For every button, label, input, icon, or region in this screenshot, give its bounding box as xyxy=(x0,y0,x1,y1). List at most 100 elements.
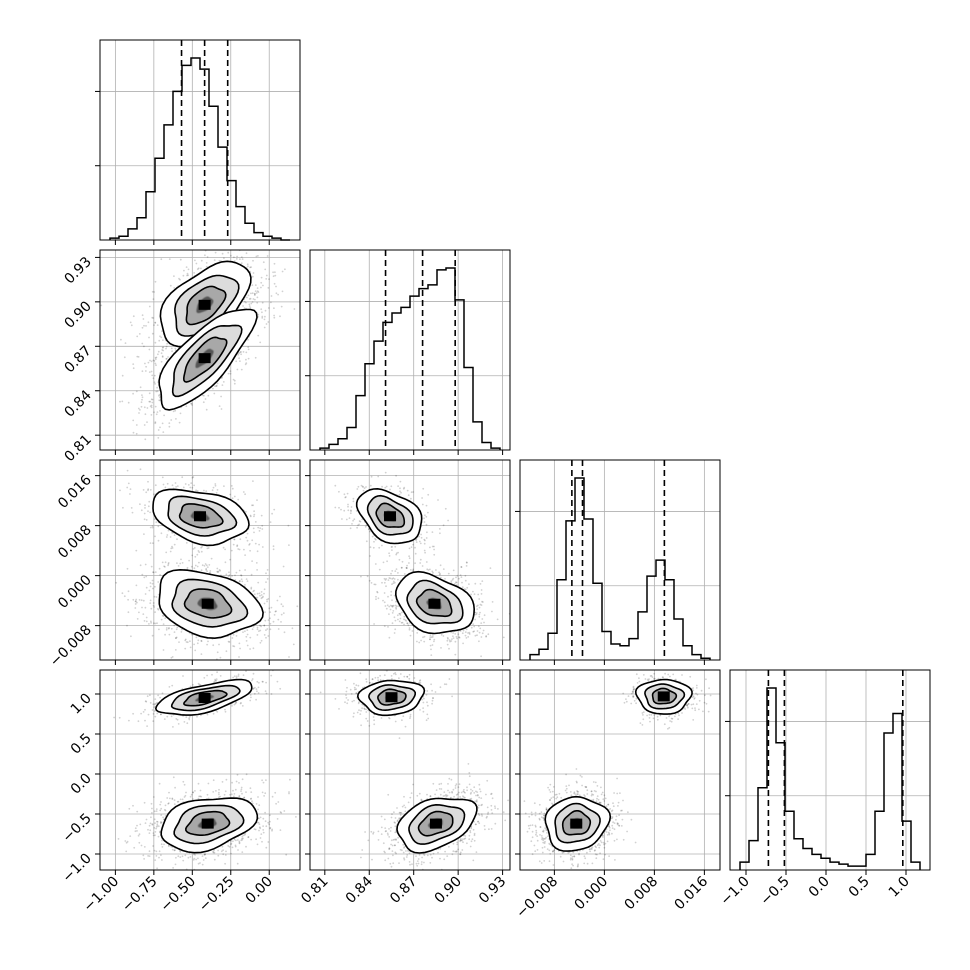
contour-line-level-0 xyxy=(152,488,250,547)
sample-point xyxy=(265,572,267,575)
sample-point xyxy=(173,287,176,289)
sample-point xyxy=(200,546,203,549)
sample-point xyxy=(240,351,242,353)
sample-point xyxy=(204,563,207,565)
sample-point xyxy=(151,332,154,335)
sample-point xyxy=(256,626,259,629)
sample-point xyxy=(171,545,173,548)
sample-point xyxy=(245,227,247,229)
sample-point xyxy=(197,782,200,785)
sample-point xyxy=(275,292,278,295)
sample-point xyxy=(264,315,266,318)
sample-point xyxy=(196,642,199,645)
sample-point xyxy=(161,839,163,842)
sample-point xyxy=(152,571,155,574)
sample-point xyxy=(260,286,262,289)
sample-point xyxy=(153,360,156,362)
sample-point xyxy=(263,592,265,595)
sample-point xyxy=(132,363,135,365)
sample-point xyxy=(247,338,249,341)
sample-point xyxy=(291,627,294,630)
sample-point xyxy=(280,811,283,814)
sample-point xyxy=(180,558,182,561)
sample-point xyxy=(164,633,167,636)
sample-point xyxy=(149,602,152,604)
sample-point xyxy=(163,461,165,463)
sample-point xyxy=(150,360,153,363)
sample-point xyxy=(127,611,130,614)
sample-point xyxy=(246,633,249,636)
sample-point xyxy=(167,562,170,564)
sample-point xyxy=(145,616,148,619)
sample-point xyxy=(153,622,155,625)
sample-point xyxy=(249,798,252,800)
sample-point xyxy=(164,804,167,807)
sample-point xyxy=(267,821,270,824)
sample-point xyxy=(224,790,227,793)
sample-point xyxy=(190,633,193,636)
sample-point xyxy=(225,650,228,653)
sample-point xyxy=(275,285,277,288)
sample-point xyxy=(230,852,232,855)
sample-point xyxy=(258,530,261,532)
sample-point xyxy=(250,586,253,589)
sample-point xyxy=(201,394,204,397)
sample-point xyxy=(261,317,264,319)
sample-point xyxy=(262,829,265,831)
sample-point xyxy=(237,675,240,677)
sample-point xyxy=(255,838,257,841)
sample-point xyxy=(224,548,227,551)
sample-point xyxy=(206,566,209,568)
sample-point xyxy=(176,485,179,487)
sample-point xyxy=(148,500,151,503)
sample-point xyxy=(188,559,191,562)
sample-point xyxy=(216,570,219,573)
sample-point xyxy=(173,624,176,627)
sample-point xyxy=(267,635,270,637)
sample-point xyxy=(168,258,171,260)
histogram-2 xyxy=(529,477,711,660)
sample-point xyxy=(253,515,255,518)
sample-point xyxy=(257,581,260,584)
sample-point xyxy=(256,290,259,292)
sample-point xyxy=(149,599,152,602)
sample-point xyxy=(292,643,295,646)
sample-point xyxy=(126,840,129,843)
sample-point xyxy=(238,357,241,360)
sample-point xyxy=(173,803,176,806)
sample-point xyxy=(157,437,160,439)
sample-point xyxy=(145,586,148,589)
sample-point xyxy=(261,311,263,314)
sample-point xyxy=(149,582,152,584)
marginal-0-frame xyxy=(99,39,301,241)
sample-point xyxy=(191,554,194,557)
sample-point xyxy=(263,795,265,797)
sample-point xyxy=(254,290,257,292)
sample-point xyxy=(251,284,254,286)
sample-point xyxy=(145,818,148,821)
sample-point xyxy=(279,315,281,318)
sample-point xyxy=(217,570,220,573)
sample-point xyxy=(197,862,200,865)
sample-point xyxy=(237,498,240,501)
sample-point xyxy=(261,301,264,304)
contour-line-level-0 xyxy=(158,568,264,640)
sample-point xyxy=(246,263,249,266)
sample-point xyxy=(209,572,212,574)
sample-point xyxy=(165,551,168,554)
sample-point xyxy=(206,674,209,677)
sample-point xyxy=(281,290,284,293)
sample-point xyxy=(151,290,154,293)
sample-point xyxy=(119,400,121,403)
sample-point xyxy=(156,607,159,610)
sample-point xyxy=(240,368,243,371)
contour-line-level-2 xyxy=(182,336,228,383)
sample-point xyxy=(261,315,264,318)
sample-point xyxy=(262,680,264,683)
sample-point xyxy=(253,292,256,295)
sample-point xyxy=(126,567,129,570)
sample-point xyxy=(159,410,161,412)
sample-point xyxy=(256,628,259,631)
sample-point xyxy=(168,627,170,629)
sample-point xyxy=(234,844,237,847)
